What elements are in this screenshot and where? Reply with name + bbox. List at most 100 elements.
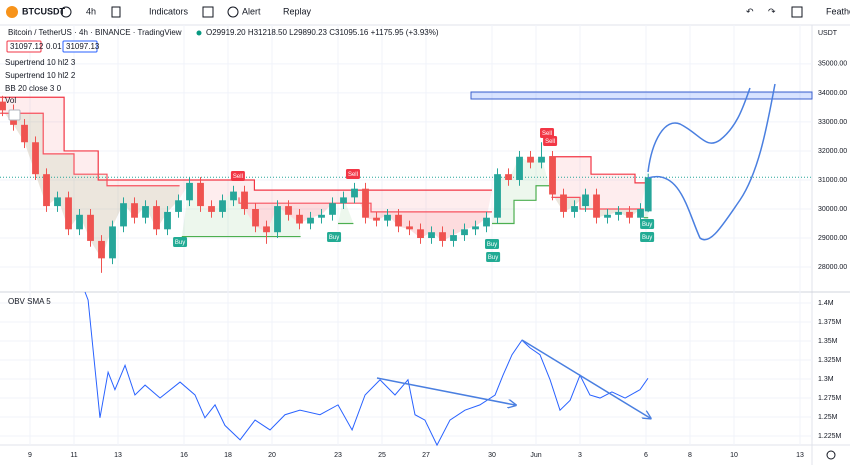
drawn-zone[interactable] [470, 91, 813, 100]
x-tick-label: 23 [334, 452, 342, 459]
candle-body [571, 206, 578, 212]
redo[interactable]: ↷ [768, 6, 776, 16]
candle-body [263, 226, 270, 233]
marks: Sell Sell Sell Sell Buy Buy Buy Buy Buy Buy [0, 95, 812, 447]
candle-body [439, 232, 446, 241]
toolbar-bg [0, 0, 850, 25]
candle-body [505, 174, 512, 180]
x-tick-label: 8 [688, 452, 692, 459]
replay-button[interactable]: Replay [283, 6, 312, 16]
candle-body [208, 206, 215, 212]
ohlc-legend: O29919.20 H31218.50 L29890.23 C31095.16 … [206, 28, 439, 37]
supertrend-fill [338, 197, 354, 224]
candle-body [644, 177, 652, 212]
chart-title: Bitcoin / TetherUS · 4h · BINANCE · Trad… [8, 28, 182, 37]
signal-badge [230, 171, 245, 182]
candle-body [76, 214, 83, 230]
candle-body [582, 194, 589, 207]
candle-body [230, 191, 237, 201]
candle-body [516, 156, 523, 180]
candle-body [98, 240, 105, 259]
candle-body [54, 197, 61, 207]
indicator-label[interactable]: Vol [5, 96, 16, 105]
y-tick-label: 29000.00 [818, 235, 847, 242]
indicator-label[interactable]: Supertrend 10 hl2 2 [5, 71, 76, 80]
ask[interactable]: 31097.13 [66, 42, 100, 51]
candle-body [109, 226, 116, 259]
candle-body [164, 211, 171, 230]
signal-label: Buy [487, 242, 497, 248]
signal-label: Buy [488, 255, 498, 261]
candle-body [560, 194, 567, 212]
supertrend-fill [0, 110, 180, 259]
alert-icon[interactable] [227, 6, 239, 18]
candle-body [153, 206, 160, 230]
y-tick-label: 1.325M [818, 357, 842, 364]
signal-label: Sell [542, 131, 552, 137]
compare-button[interactable] [60, 6, 72, 18]
supertrend-line [0, 112, 180, 187]
symbol[interactable]: BTCUSDT [22, 6, 65, 16]
bid[interactable]: 31097.12 [10, 42, 44, 51]
bid-box[interactable] [6, 40, 42, 53]
candle-body [395, 214, 402, 227]
candle-body [285, 206, 292, 215]
layout-button[interactable] [202, 6, 214, 18]
drawn-path[interactable] [647, 83, 776, 241]
candle-body [120, 203, 127, 227]
drawn-arrow[interactable] [376, 377, 515, 405]
candle-body [186, 182, 193, 201]
supertrend-line [492, 185, 550, 225]
grid: 9 11 13 16 18 20 23 25 27 30 Jun 3 6 8 10 13 28000.00 290… [0, 25, 847, 459]
candle-body [351, 188, 358, 198]
candle-body [428, 232, 435, 239]
candle-body [626, 211, 633, 218]
interval[interactable]: 4h [86, 6, 96, 16]
y-tick-label: 1.35M [818, 338, 838, 345]
feather-label[interactable]: Feathe [826, 6, 850, 16]
undo[interactable]: ↶ [746, 6, 754, 16]
signal-label: Buy [642, 235, 652, 241]
signal-badge [173, 236, 188, 247]
symbol-icon[interactable] [6, 6, 18, 18]
candle-body [274, 206, 281, 233]
supertrend-line [549, 156, 647, 184]
candle-body [175, 200, 182, 212]
ask-box[interactable] [62, 40, 98, 53]
alert-button[interactable]: Alert [242, 6, 261, 16]
candle-body [219, 200, 226, 212]
candle-body [87, 214, 94, 241]
x-tick-label: 16 [180, 452, 188, 459]
signal-label: Buy [175, 240, 185, 246]
obv-line [84, 291, 649, 447]
indicator-label[interactable]: Supertrend 10 hl2 3 [5, 58, 76, 67]
x-tick-label: 20 [268, 452, 276, 459]
indicator-label[interactable]: BB 20 close 3 0 [5, 84, 62, 93]
signal-badge [543, 135, 558, 146]
candle-body [0, 101, 6, 111]
candle-body [241, 191, 248, 209]
collapse-button[interactable] [8, 109, 21, 121]
chart-type-button[interactable] [111, 6, 121, 18]
indicators-button[interactable]: Indicators [149, 6, 189, 16]
signal-badge [345, 168, 360, 179]
y-tick-label: 1.4M [818, 300, 834, 307]
candle-body [318, 214, 325, 218]
y-tick-label: 32000.00 [818, 148, 847, 155]
toolbar: BTCUSDT 4h Indicators Alert Replay ↶ ↷ F… [0, 0, 850, 26]
y-tick-label: 34000.00 [818, 90, 847, 97]
fullscreen-button[interactable] [791, 6, 803, 18]
signal-badge [540, 127, 555, 138]
x-tick-label: 9 [28, 452, 32, 459]
signal-label: Sell [233, 174, 243, 180]
spread: 0.01 [46, 42, 62, 51]
settings-button[interactable] [826, 450, 836, 460]
candle-body [43, 174, 50, 207]
candle-body [527, 156, 534, 163]
drawn-path[interactable] [647, 87, 751, 173]
candle-body [307, 217, 314, 224]
signal-badge [486, 251, 501, 262]
supertrend-fill [492, 156, 550, 224]
x-tick-label: 13 [796, 452, 804, 459]
drawn-arrow[interactable] [521, 339, 650, 418]
